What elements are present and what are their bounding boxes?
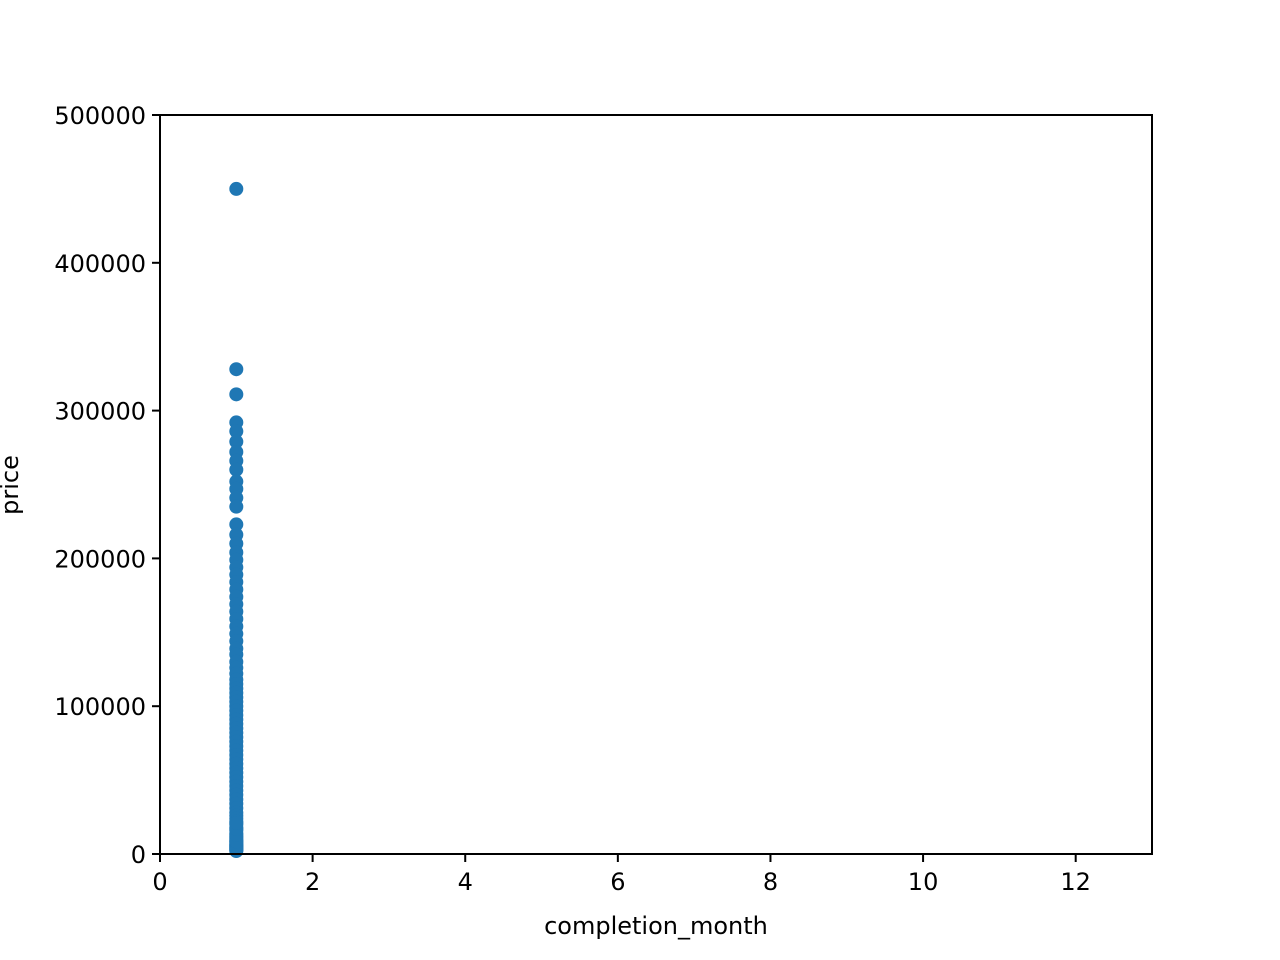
data-point xyxy=(229,387,244,402)
data-point xyxy=(229,462,244,477)
x-tick-label: 6 xyxy=(610,868,625,896)
x-tick-label: 2 xyxy=(305,868,320,896)
y-tick-label: 100000 xyxy=(54,693,146,721)
plot-area-frame xyxy=(159,114,1153,855)
y-axis-label: price xyxy=(0,455,24,515)
data-point xyxy=(229,517,244,532)
x-axis-label: completion_month xyxy=(544,912,768,940)
data-point xyxy=(229,424,244,439)
x-tick-label: 12 xyxy=(1060,868,1091,896)
data-point xyxy=(229,815,244,830)
x-tick-label: 8 xyxy=(763,868,778,896)
x-axis-ticks: 0 2 4 6 8 10 12 xyxy=(152,854,1091,896)
data-point xyxy=(229,434,244,449)
y-tick-label: 200000 xyxy=(54,545,146,573)
data-point xyxy=(229,362,244,377)
y-axis-ticks: 0 100000 200000 300000 400000 500000 xyxy=(54,102,160,869)
x-tick-label: 10 xyxy=(908,868,939,896)
y-tick-label: 300000 xyxy=(54,398,146,426)
y-tick-label: 0 xyxy=(131,841,146,869)
x-tick-label: 4 xyxy=(458,868,473,896)
y-tick-label: 400000 xyxy=(54,250,146,278)
data-point xyxy=(229,181,244,196)
y-tick-label: 500000 xyxy=(54,102,146,130)
data-point xyxy=(229,499,244,514)
data-points xyxy=(229,181,244,859)
x-tick-label: 0 xyxy=(152,868,167,896)
